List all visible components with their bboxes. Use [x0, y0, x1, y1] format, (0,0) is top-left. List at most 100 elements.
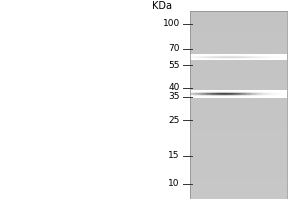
Bar: [248, 58, 250, 59]
Bar: [190, 98, 287, 100]
Bar: [216, 59, 217, 60]
Bar: [210, 56, 211, 57]
Bar: [281, 56, 283, 57]
Bar: [195, 58, 196, 59]
Bar: [260, 58, 261, 59]
Bar: [191, 58, 193, 59]
Bar: [229, 59, 230, 60]
Bar: [202, 56, 204, 57]
Bar: [229, 56, 230, 57]
Bar: [235, 59, 236, 60]
Bar: [256, 56, 257, 57]
Bar: [260, 54, 261, 55]
Bar: [232, 56, 233, 57]
Bar: [275, 56, 276, 57]
Bar: [232, 54, 233, 55]
Bar: [283, 59, 284, 60]
Bar: [190, 92, 287, 94]
Bar: [261, 57, 262, 58]
Bar: [226, 54, 227, 55]
Bar: [245, 54, 246, 55]
Bar: [190, 70, 287, 71]
Bar: [217, 57, 218, 58]
Bar: [255, 59, 256, 60]
Bar: [244, 58, 245, 59]
Bar: [220, 55, 222, 56]
Bar: [190, 58, 287, 60]
Bar: [263, 54, 264, 55]
Bar: [227, 57, 228, 58]
Bar: [196, 57, 198, 58]
Bar: [190, 177, 287, 179]
Bar: [252, 54, 253, 55]
Bar: [236, 56, 238, 57]
Bar: [268, 55, 269, 56]
Bar: [190, 165, 287, 167]
Bar: [246, 54, 247, 55]
Bar: [195, 56, 196, 57]
Bar: [223, 56, 224, 57]
Bar: [196, 56, 198, 57]
Bar: [218, 58, 219, 59]
Bar: [264, 54, 266, 55]
Bar: [241, 57, 242, 58]
Bar: [283, 56, 284, 57]
Bar: [220, 56, 222, 57]
Bar: [273, 56, 274, 57]
Bar: [201, 56, 202, 57]
Bar: [251, 54, 252, 55]
Bar: [232, 58, 233, 59]
Bar: [258, 59, 260, 60]
Bar: [206, 58, 207, 59]
Bar: [244, 56, 245, 57]
Bar: [286, 56, 287, 57]
Bar: [204, 58, 205, 59]
Bar: [190, 182, 287, 184]
Bar: [234, 59, 235, 60]
Bar: [193, 54, 194, 55]
Bar: [251, 59, 252, 60]
Bar: [195, 57, 196, 58]
Bar: [190, 192, 287, 194]
Bar: [205, 54, 206, 55]
Bar: [214, 57, 216, 58]
Bar: [190, 143, 287, 145]
Bar: [228, 57, 229, 58]
Bar: [239, 57, 240, 58]
Bar: [251, 56, 252, 57]
Bar: [196, 54, 198, 55]
Bar: [211, 57, 212, 58]
Bar: [190, 139, 287, 141]
Bar: [190, 45, 287, 47]
Bar: [222, 54, 223, 55]
Bar: [223, 57, 224, 58]
Bar: [190, 179, 287, 181]
Bar: [242, 57, 244, 58]
Bar: [224, 59, 226, 60]
Bar: [223, 59, 224, 60]
Bar: [190, 194, 287, 196]
Bar: [190, 181, 287, 182]
Bar: [200, 56, 201, 57]
Bar: [190, 100, 287, 102]
Bar: [212, 57, 213, 58]
Bar: [281, 58, 283, 59]
Bar: [219, 59, 220, 60]
Bar: [234, 55, 235, 56]
Bar: [234, 58, 235, 59]
Bar: [212, 56, 213, 57]
Bar: [190, 54, 191, 55]
Bar: [201, 55, 202, 56]
Bar: [280, 55, 281, 56]
Bar: [269, 55, 270, 56]
Bar: [202, 54, 204, 55]
Bar: [190, 56, 191, 57]
Bar: [252, 57, 253, 58]
Bar: [284, 55, 285, 56]
Bar: [198, 56, 199, 57]
Bar: [202, 59, 204, 60]
Bar: [262, 54, 263, 55]
Bar: [232, 57, 233, 58]
Bar: [251, 57, 252, 58]
Bar: [190, 30, 287, 32]
